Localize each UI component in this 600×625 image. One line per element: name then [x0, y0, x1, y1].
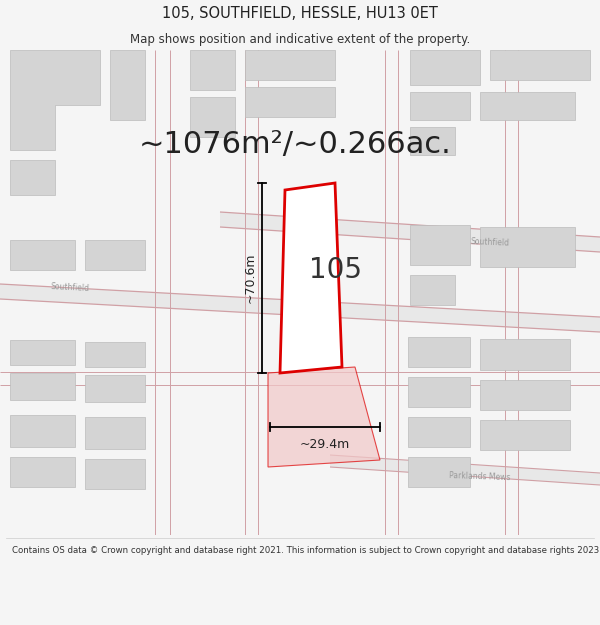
- Polygon shape: [330, 455, 600, 485]
- Text: 105, SOUTHFIELD, HESSLE, HU13 0ET: 105, SOUTHFIELD, HESSLE, HU13 0ET: [162, 6, 438, 21]
- Polygon shape: [245, 50, 335, 80]
- Polygon shape: [480, 92, 575, 120]
- Polygon shape: [220, 212, 600, 252]
- Polygon shape: [410, 275, 455, 305]
- Polygon shape: [268, 367, 380, 467]
- Text: Contains OS data © Crown copyright and database right 2021. This information is : Contains OS data © Crown copyright and d…: [12, 546, 600, 555]
- Polygon shape: [480, 227, 575, 267]
- Polygon shape: [190, 97, 235, 137]
- Polygon shape: [490, 50, 590, 80]
- Polygon shape: [410, 127, 455, 155]
- Polygon shape: [85, 342, 145, 367]
- Polygon shape: [408, 377, 470, 407]
- Polygon shape: [10, 457, 75, 487]
- Polygon shape: [0, 284, 600, 332]
- Text: Southfield: Southfield: [470, 237, 509, 248]
- Polygon shape: [280, 183, 342, 373]
- Polygon shape: [85, 459, 145, 489]
- Polygon shape: [85, 240, 145, 270]
- Text: Southfield: Southfield: [290, 306, 330, 318]
- Polygon shape: [85, 375, 145, 402]
- Polygon shape: [410, 92, 470, 120]
- Polygon shape: [10, 240, 75, 270]
- Polygon shape: [480, 420, 570, 450]
- Text: Map shows position and indicative extent of the property.: Map shows position and indicative extent…: [130, 32, 470, 46]
- Polygon shape: [480, 380, 570, 410]
- Polygon shape: [10, 50, 100, 150]
- Text: 105: 105: [310, 256, 362, 284]
- Polygon shape: [408, 337, 470, 367]
- Polygon shape: [410, 50, 480, 85]
- Polygon shape: [110, 50, 145, 120]
- Polygon shape: [85, 417, 145, 449]
- Text: Southfield: Southfield: [50, 282, 90, 294]
- Polygon shape: [410, 225, 470, 265]
- Text: ~70.6m: ~70.6m: [244, 253, 257, 303]
- Polygon shape: [10, 415, 75, 447]
- Polygon shape: [10, 373, 75, 400]
- Polygon shape: [190, 50, 235, 90]
- Text: ~29.4m: ~29.4m: [300, 439, 350, 451]
- Polygon shape: [408, 457, 470, 487]
- Polygon shape: [10, 160, 55, 195]
- Text: Parklands Mews: Parklands Mews: [449, 471, 511, 482]
- Polygon shape: [480, 339, 570, 370]
- Text: ~1076m²/~0.266ac.: ~1076m²/~0.266ac.: [139, 131, 451, 159]
- Polygon shape: [10, 340, 75, 365]
- Polygon shape: [408, 417, 470, 447]
- Polygon shape: [245, 87, 335, 117]
